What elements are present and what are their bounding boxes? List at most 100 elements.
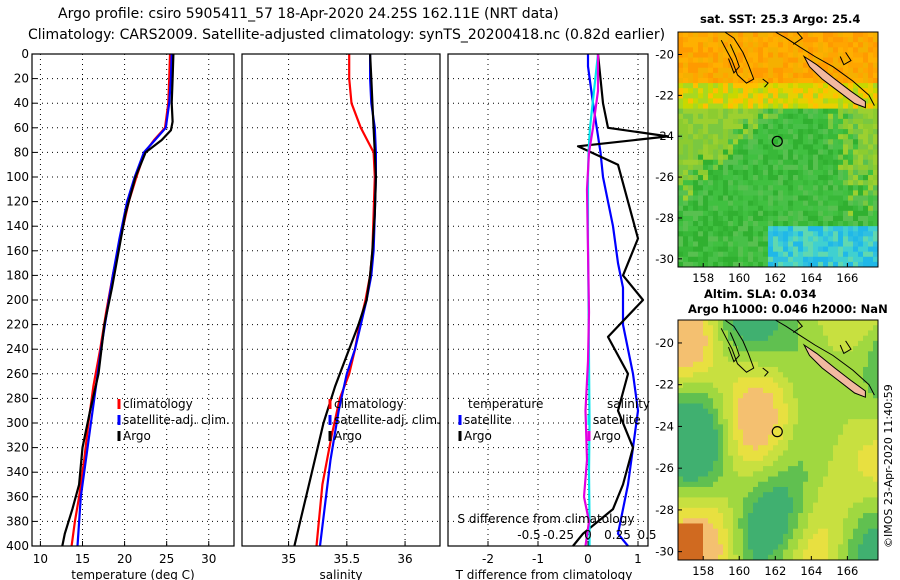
- map-cell: [793, 549, 799, 556]
- map-cell: [823, 476, 829, 483]
- x-tick-label: 10: [33, 552, 48, 566]
- map-cell: [808, 544, 814, 550]
- map-cell: [808, 169, 814, 176]
- map-cell: [783, 507, 789, 514]
- map-cell: [868, 486, 874, 493]
- map-cell: [798, 382, 804, 389]
- map-cell: [798, 246, 804, 253]
- map-cell: [773, 149, 779, 156]
- map-cell: [778, 52, 784, 58]
- map-cell: [788, 335, 794, 342]
- map-cell: [693, 169, 699, 176]
- map-cell: [818, 460, 824, 467]
- map-cell: [838, 72, 844, 79]
- map-cell: [718, 351, 724, 357]
- map-cell: [678, 335, 684, 342]
- map-cell: [788, 134, 794, 140]
- map-cell: [778, 108, 784, 115]
- map-cell: [818, 429, 824, 436]
- map-cell: [803, 103, 809, 110]
- map-cell: [848, 528, 854, 535]
- map-cell: [683, 528, 689, 535]
- map-cell: [723, 387, 729, 394]
- map-cell: [803, 77, 809, 84]
- map-cell: [783, 256, 789, 263]
- map-cell: [783, 246, 789, 253]
- map-cell: [713, 190, 719, 196]
- map-cell: [853, 408, 859, 415]
- map-cell: [858, 481, 864, 488]
- map-cell: [743, 481, 749, 488]
- map-cell: [753, 221, 759, 227]
- map-cell: [853, 67, 859, 74]
- map-cell: [838, 134, 844, 140]
- map-cell: [748, 180, 754, 186]
- map-cell: [698, 325, 704, 331]
- map-cell: [833, 251, 839, 258]
- map-cell: [713, 149, 719, 156]
- map-cell: [843, 149, 849, 156]
- map-cell: [803, 236, 809, 242]
- map-cell: [818, 486, 824, 493]
- map-cell: [773, 205, 779, 212]
- map-cell: [698, 67, 704, 74]
- map-cell: [773, 221, 779, 227]
- map-cell: [793, 190, 799, 196]
- map-lat-label: -22: [655, 88, 674, 102]
- map-cell: [683, 72, 689, 79]
- map-cell: [808, 356, 814, 363]
- map-cell: [808, 103, 814, 110]
- map-cell: [793, 62, 799, 69]
- map-cell: [698, 57, 704, 64]
- map-cell: [693, 226, 699, 232]
- map-cell: [753, 554, 759, 561]
- map-cell: [678, 403, 684, 410]
- map-cell: [693, 424, 699, 430]
- map-cell: [708, 113, 714, 120]
- map-cell: [813, 57, 819, 64]
- map-cell: [703, 351, 709, 357]
- map-cell: [748, 361, 754, 368]
- map-cell: [753, 195, 759, 201]
- map-cell: [833, 523, 839, 530]
- map-cell: [753, 52, 759, 58]
- map-cell: [848, 330, 854, 337]
- map-cell: [713, 205, 719, 212]
- map-cell: [793, 393, 799, 399]
- map-cell: [813, 492, 819, 498]
- map-cell: [728, 236, 734, 242]
- map-cell: [833, 398, 839, 404]
- map-cell: [703, 123, 709, 130]
- map-cell: [848, 408, 854, 415]
- map-cell: [873, 241, 879, 247]
- map-cell: [753, 325, 759, 331]
- map-cell: [758, 366, 764, 373]
- map-cell: [793, 429, 799, 436]
- map-cell: [808, 497, 814, 504]
- map-cell: [723, 108, 729, 115]
- map-cell: [828, 164, 834, 171]
- map-cell: [688, 335, 694, 342]
- map-cell: [793, 492, 799, 498]
- map-cell: [693, 466, 699, 472]
- map-cell: [803, 450, 809, 457]
- map-cell: [823, 507, 829, 514]
- map-cell: [753, 83, 759, 89]
- map-cell: [723, 424, 729, 430]
- map-cell: [828, 210, 834, 217]
- map-cell: [818, 528, 824, 535]
- map-cell: [738, 164, 744, 171]
- map-cell: [728, 382, 734, 389]
- map-cell: [773, 413, 779, 420]
- map-cell: [788, 154, 794, 161]
- map-cell: [868, 523, 874, 530]
- map-cell: [743, 42, 749, 48]
- map-cell: [758, 246, 764, 253]
- map-cell: [703, 330, 709, 337]
- map-cell: [838, 47, 844, 53]
- map-cell: [683, 492, 689, 498]
- map-cell: [748, 144, 754, 150]
- map-cell: [678, 52, 684, 58]
- map-cell: [693, 513, 699, 519]
- map-cell: [868, 346, 874, 352]
